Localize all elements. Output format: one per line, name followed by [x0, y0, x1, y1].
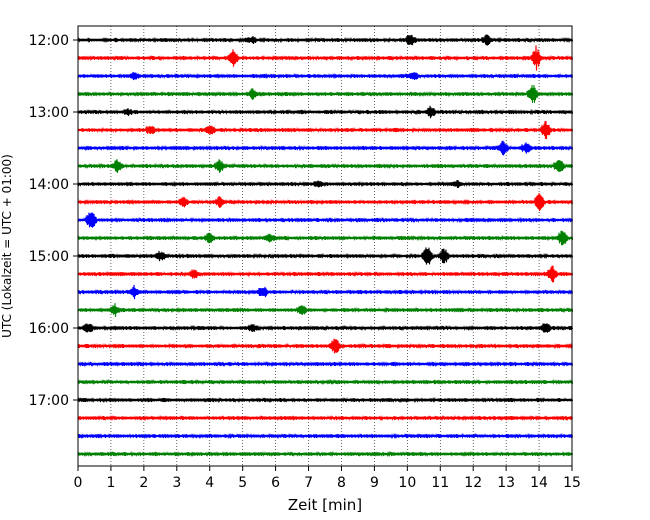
trace-1715 [77, 414, 574, 422]
trace-1245 [77, 85, 574, 103]
trace-1415 [77, 192, 574, 212]
y-tick-label: 13:00 [29, 105, 69, 121]
x-tick-label: 15 [563, 475, 581, 491]
trace-1515 [77, 265, 574, 283]
x-tick-label: 3 [172, 475, 181, 491]
y-tick-label: 15:00 [29, 249, 69, 265]
trace-1215 [77, 45, 574, 71]
trace-1200 [77, 34, 574, 46]
x-tick-label: 12 [464, 475, 482, 491]
trace-1230 [77, 71, 574, 81]
trace-1500 [77, 247, 574, 265]
x-tick-label: 2 [139, 475, 148, 491]
y-axis-label: UTC (Lokalzeit = UTC + 01:00) [0, 154, 14, 338]
trace-1315 [77, 120, 574, 140]
x-axis: 0 1 2 3 4 5 6 7 8 9 10 11 12 13 14 15 [74, 466, 581, 491]
trace-1300 [77, 105, 574, 119]
x-tick-label: 7 [304, 475, 313, 491]
trace-1745 [77, 450, 574, 458]
trace-1615 [77, 338, 574, 354]
trace-1730 [77, 432, 574, 440]
y-tick-label: 17:00 [29, 393, 69, 409]
trace-1345 [77, 159, 574, 173]
trace-1400 [77, 179, 574, 189]
x-tick-label: 14 [530, 475, 548, 491]
x-tick-label: 8 [337, 475, 346, 491]
y-axis: 12:00 13:00 14:00 15:00 16:00 17:00 [29, 33, 78, 409]
y-tick-label: 14:00 [29, 177, 69, 193]
x-tick-label: 13 [497, 475, 515, 491]
x-tick-label: 0 [74, 475, 83, 491]
x-tick-label: 10 [398, 475, 416, 491]
trace-1600 [77, 323, 574, 333]
trace-1330 [77, 140, 574, 156]
x-tick-label: 1 [106, 475, 115, 491]
trace-lines [77, 34, 574, 458]
x-tick-label: 9 [370, 475, 379, 491]
trace-1545 [77, 303, 574, 317]
trace-1430 [77, 212, 574, 228]
x-axis-label: Zeit [min] [288, 496, 362, 514]
x-tick-label: 5 [238, 475, 247, 491]
x-tick-label: 11 [431, 475, 449, 491]
trace-1645 [77, 378, 574, 386]
x-tick-label: 6 [271, 475, 280, 491]
x-tick-label: 4 [205, 475, 214, 491]
trace-1700 [77, 396, 574, 404]
plot-frame [77, 25, 573, 467]
trace-1445 [77, 230, 574, 246]
y-tick-label: 16:00 [29, 321, 69, 337]
y-tick-label: 12:00 [29, 33, 69, 49]
trace-1530 [77, 284, 574, 300]
trace-1630 [77, 360, 574, 368]
